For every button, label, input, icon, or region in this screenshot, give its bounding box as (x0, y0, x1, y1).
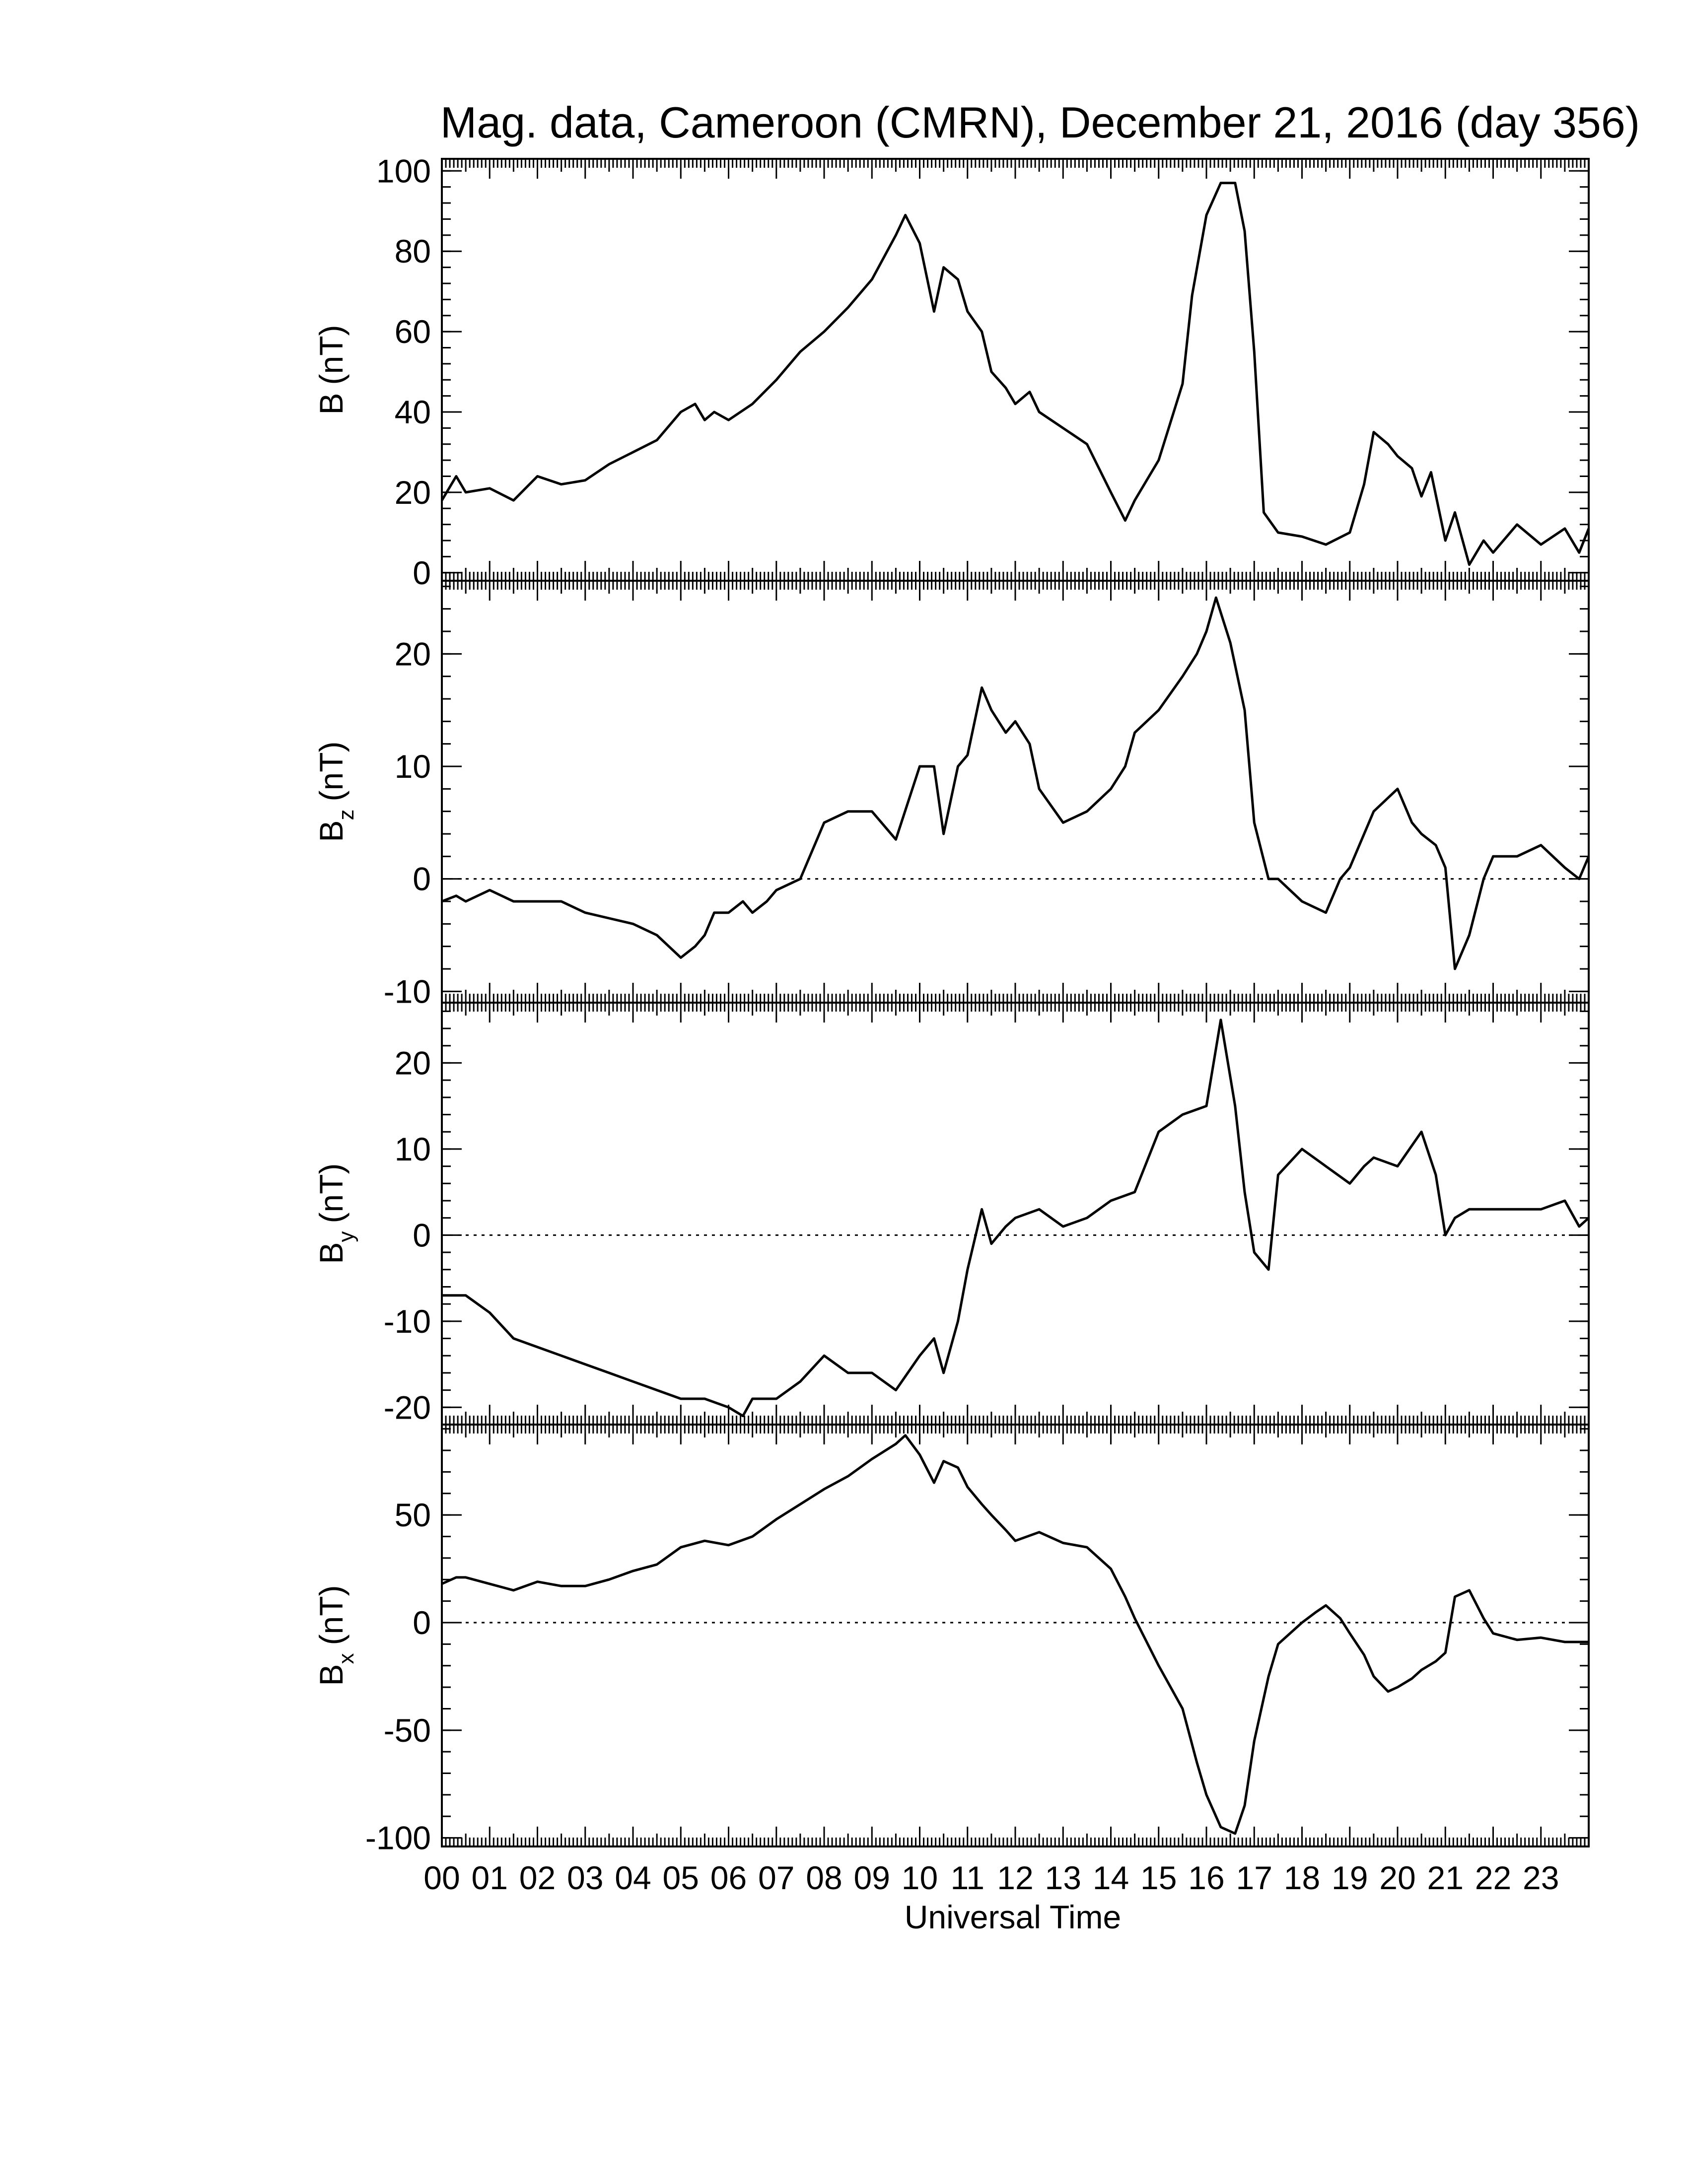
y-axis-label-bx: Bx (nT) (313, 1585, 358, 1686)
y-axis-label-symbol: B (313, 393, 350, 414)
series-line-b (440, 182, 1590, 566)
y-tick-label: -10 (384, 1303, 431, 1340)
series-line-bx (441, 1434, 1589, 1835)
y-tick-label: 20 (395, 635, 431, 672)
y-axis-label-subscript: x (334, 1653, 358, 1664)
x-tick-label: 01 (472, 1859, 508, 1896)
x-tick-label: 02 (519, 1859, 556, 1896)
y-tick-label: -10 (384, 973, 431, 1010)
y-tick-label: 40 (395, 394, 431, 430)
y-tick-label: 60 (395, 313, 431, 350)
x-tick-label: 07 (758, 1859, 794, 1896)
panel-bz-frame (441, 580, 1590, 1004)
x-tick-label: 08 (806, 1859, 842, 1896)
y-tick-label: -100 (365, 1820, 431, 1856)
y-axis-label-symbol: B (313, 820, 350, 842)
x-tick-label: 17 (1236, 1859, 1272, 1896)
x-tick-label: 18 (1284, 1859, 1320, 1896)
y-tick-label: 20 (395, 474, 431, 511)
x-tick-label: 21 (1427, 1859, 1464, 1896)
x-tick-label: 15 (1140, 1859, 1177, 1896)
panel-b: 0 20 40 60 80 100 B (nT) (313, 152, 1590, 591)
chart-title: Mag. data, Cameroon (CMRN), December 21,… (440, 98, 1640, 147)
x-tick-label: 03 (567, 1859, 603, 1896)
y-axis-label-unit: (nT) (313, 741, 350, 801)
x-tick-label: 20 (1379, 1859, 1415, 1896)
y-axis-label-unit: (nT) (313, 325, 350, 385)
series-line-bz (441, 596, 1590, 970)
x-tick-label: 22 (1475, 1859, 1511, 1896)
y-axis-label-symbol: B (313, 1664, 350, 1686)
y-axis-label-symbol: B (313, 1242, 350, 1264)
y-axis-label-b: B (nT) (313, 325, 350, 414)
y-tick-label: 80 (395, 233, 431, 270)
x-tick-label: 04 (615, 1859, 651, 1896)
x-tick-label: 06 (710, 1859, 747, 1896)
panel-bx: -100 -50 0 50 Bx (nT) (313, 1424, 1590, 1856)
y-tick-label: 0 (413, 1217, 431, 1253)
y-tick-label: 50 (395, 1497, 431, 1533)
x-tick-label: 19 (1332, 1859, 1368, 1896)
y-tick-label: 100 (376, 152, 431, 189)
y-tick-label: 0 (413, 861, 431, 897)
y-tick-label: 10 (395, 748, 431, 785)
panel-bz: -10 0 10 20 Bz (nT) (313, 580, 1590, 1010)
panel-by: -20 -10 0 10 20 By (nT) (313, 1002, 1590, 1426)
y-tick-label: 10 (395, 1131, 431, 1167)
x-tick-label: 16 (1188, 1859, 1224, 1896)
y-tick-label: -50 (384, 1712, 431, 1749)
x-tick-label: 11 (950, 1859, 985, 1896)
x-tick-label: 14 (1093, 1859, 1129, 1896)
y-tick-label: -20 (384, 1389, 431, 1426)
panel-bx-frame (441, 1424, 1590, 1847)
x-tick-label: 12 (997, 1859, 1033, 1896)
panel-b-frame (441, 158, 1590, 582)
y-axis-label-by: By (nT) (313, 1163, 358, 1264)
y-axis-label-subscript: y (334, 1231, 358, 1242)
y-axis-label-unit: (nT) (313, 1585, 350, 1645)
y-axis-label-unit: (nT) (313, 1163, 350, 1223)
x-tick-label: 23 (1523, 1859, 1559, 1896)
y-tick-label: 0 (413, 1604, 431, 1641)
x-axis-label: Universal Time (905, 1899, 1121, 1935)
y-axis-label-subscript: z (334, 809, 358, 820)
x-tick-label: 10 (902, 1859, 938, 1896)
y-tick-label: 20 (395, 1044, 431, 1081)
x-tick-label: 05 (663, 1859, 699, 1896)
x-axis-tick-labels: 00 01 02 03 04 05 06 07 08 09 10 11 12 13 14 15 16 17 18 19… (423, 1859, 1559, 1896)
y-axis-label-bz: Bz (nT) (313, 741, 358, 842)
x-tick-label: 00 (423, 1859, 460, 1896)
y-tick-label: 0 (413, 554, 431, 591)
x-tick-label: 09 (854, 1859, 890, 1896)
chart-panels: 020406080100B(nT)-1001020Bz(nT)-20-10010… (313, 152, 1590, 1856)
x-tick-label: 13 (1045, 1859, 1081, 1896)
panel-by-frame (441, 1002, 1590, 1426)
series-line-by (442, 1019, 1590, 1418)
